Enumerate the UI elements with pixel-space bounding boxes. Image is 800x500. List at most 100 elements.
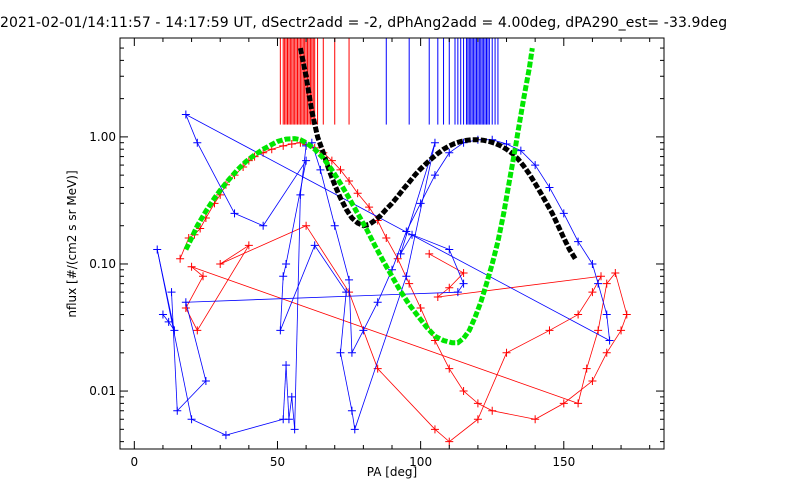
blue-data-point bbox=[259, 221, 268, 230]
red-series-segment bbox=[420, 307, 436, 341]
red-series-segment bbox=[592, 352, 608, 382]
red-data-point bbox=[588, 376, 597, 385]
red-data-point bbox=[193, 326, 202, 335]
blue-data-point bbox=[574, 237, 583, 246]
red-series-segment bbox=[348, 180, 358, 194]
red-series-segment bbox=[448, 368, 464, 392]
red-series-segment bbox=[577, 291, 593, 315]
red-series-segment bbox=[263, 148, 272, 154]
red-data-point bbox=[302, 221, 311, 230]
red-data-point bbox=[365, 203, 374, 212]
red-data-point bbox=[433, 292, 442, 301]
red-data-point bbox=[425, 249, 434, 258]
blue-series-segment bbox=[492, 139, 507, 145]
red-data-point bbox=[216, 259, 225, 268]
red-data-point bbox=[244, 241, 253, 250]
red-series-segment bbox=[597, 283, 608, 331]
blue-series-segment bbox=[506, 143, 522, 151]
blue-series-segment bbox=[434, 152, 450, 176]
red-series-segment bbox=[429, 253, 464, 274]
blue-data-point bbox=[167, 288, 176, 297]
blue-series-segment bbox=[225, 418, 284, 436]
blue-data-point bbox=[170, 326, 179, 335]
y-tick-label: 0.10 bbox=[89, 257, 116, 271]
blue-data-point bbox=[402, 227, 411, 236]
red-data-point bbox=[488, 406, 497, 415]
series-layer bbox=[153, 47, 631, 446]
red-data-point bbox=[430, 425, 439, 434]
blue-series-segment bbox=[291, 396, 296, 430]
red-series-segment bbox=[397, 258, 410, 284]
blue-series-segment bbox=[534, 164, 550, 188]
red-data-point bbox=[327, 156, 336, 165]
blue-series-segment bbox=[162, 314, 169, 323]
red-data-point bbox=[617, 326, 626, 335]
blue-series-segment bbox=[314, 245, 347, 293]
blue-series-segment bbox=[334, 225, 350, 280]
red-series-segment bbox=[620, 314, 628, 331]
blue-series-segment bbox=[351, 330, 364, 353]
blue-series-segment bbox=[457, 283, 464, 293]
red-series-segment bbox=[606, 272, 616, 284]
red-series-segment bbox=[196, 245, 250, 331]
blue-series-segment bbox=[285, 160, 307, 265]
red-data-point bbox=[473, 415, 482, 424]
red-data-point bbox=[279, 141, 288, 150]
blue-data-point bbox=[201, 376, 210, 385]
blue-data-point bbox=[350, 425, 359, 434]
x-tick-label: 0 bbox=[130, 455, 138, 469]
red-data-point bbox=[574, 310, 583, 319]
red-data-point bbox=[574, 399, 583, 408]
red-data-point bbox=[602, 279, 611, 288]
red-data-point bbox=[382, 234, 391, 243]
red-series-segment bbox=[437, 275, 602, 298]
red-series-segment bbox=[305, 225, 350, 293]
red-data-point bbox=[196, 224, 205, 233]
blue-series-segment bbox=[311, 142, 321, 171]
red-series-segment bbox=[191, 266, 579, 404]
blue-series-segment bbox=[449, 142, 464, 154]
red-data-point bbox=[559, 399, 568, 408]
blue-data-point bbox=[282, 361, 291, 370]
red-series-segment bbox=[614, 272, 628, 315]
red-series-segment bbox=[340, 169, 350, 182]
blue-data-point bbox=[282, 259, 291, 268]
blue-data-point bbox=[287, 392, 296, 401]
blue-data-point bbox=[408, 230, 417, 239]
red-series-segment bbox=[549, 314, 579, 331]
blue-data-point bbox=[158, 310, 167, 319]
blue-data-point bbox=[316, 165, 325, 174]
blue-data-point bbox=[284, 415, 293, 424]
blue-series-segment bbox=[340, 292, 347, 353]
red-data-point bbox=[176, 254, 185, 263]
y-tick-label: 1.00 bbox=[89, 130, 116, 144]
blue-series-segment bbox=[606, 314, 610, 341]
red-series-segment bbox=[463, 390, 479, 404]
red-series-segment bbox=[448, 272, 464, 289]
red-series-segment bbox=[408, 283, 421, 309]
blue-data-point bbox=[430, 138, 439, 147]
blue-data-point bbox=[173, 406, 182, 415]
red-series-segment bbox=[377, 220, 387, 239]
blue-data-point bbox=[181, 110, 190, 119]
blue-data-point bbox=[345, 275, 354, 284]
blue-series-segment bbox=[520, 150, 536, 166]
blue-series-segment bbox=[234, 213, 264, 227]
blue-data-point bbox=[445, 245, 454, 254]
blue-series bbox=[153, 110, 614, 440]
red-data-point bbox=[594, 326, 603, 335]
red-data-point bbox=[345, 176, 354, 185]
blue-series-segment bbox=[340, 352, 353, 411]
red-series-segment bbox=[185, 307, 198, 331]
blue-data-point bbox=[359, 326, 368, 335]
red-data-point bbox=[416, 304, 425, 313]
red-series-segment bbox=[205, 203, 215, 219]
red-series-segment bbox=[577, 368, 588, 404]
blue-data-point bbox=[531, 161, 540, 170]
red-series-segment bbox=[506, 330, 550, 354]
blue-data-point bbox=[602, 310, 611, 319]
blue-data-point bbox=[402, 272, 411, 281]
red-series-segment bbox=[191, 266, 204, 277]
blue-series-segment bbox=[405, 142, 436, 277]
blue-data-point bbox=[296, 190, 305, 199]
